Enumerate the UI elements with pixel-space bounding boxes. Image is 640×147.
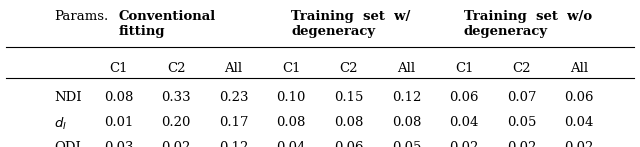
Text: 0.08: 0.08 — [104, 91, 133, 104]
Text: 0.08: 0.08 — [276, 116, 306, 129]
Text: C2: C2 — [340, 62, 358, 75]
Text: 0.02: 0.02 — [161, 141, 191, 147]
Text: 0.07: 0.07 — [507, 91, 536, 104]
Text: C1: C1 — [282, 62, 300, 75]
Text: C2: C2 — [513, 62, 531, 75]
Text: Training  set  w/o
degeneracy: Training set w/o degeneracy — [464, 10, 592, 38]
Text: 0.10: 0.10 — [276, 91, 306, 104]
Text: Params.: Params. — [54, 10, 109, 23]
Text: 0.02: 0.02 — [449, 141, 479, 147]
Text: 0.06: 0.06 — [564, 91, 594, 104]
Text: Training  set  w/
degeneracy: Training set w/ degeneracy — [291, 10, 411, 38]
Text: 0.05: 0.05 — [507, 116, 536, 129]
Text: 0.06: 0.06 — [449, 91, 479, 104]
Text: 0.02: 0.02 — [564, 141, 594, 147]
Text: 0.33: 0.33 — [161, 91, 191, 104]
Text: 0.23: 0.23 — [219, 91, 248, 104]
Text: 0.04: 0.04 — [449, 116, 479, 129]
Text: All: All — [225, 62, 243, 75]
Text: C1: C1 — [109, 62, 127, 75]
Text: 0.08: 0.08 — [334, 116, 364, 129]
Text: NDI: NDI — [54, 91, 82, 104]
Text: 0.15: 0.15 — [334, 91, 364, 104]
Text: Conventional
fitting: Conventional fitting — [118, 10, 216, 38]
Text: 0.17: 0.17 — [219, 116, 248, 129]
Text: C1: C1 — [455, 62, 473, 75]
Text: $d_I$: $d_I$ — [54, 116, 67, 132]
Text: All: All — [397, 62, 415, 75]
Text: 0.12: 0.12 — [392, 91, 421, 104]
Text: 0.02: 0.02 — [507, 141, 536, 147]
Text: 0.06: 0.06 — [334, 141, 364, 147]
Text: 0.04: 0.04 — [564, 116, 594, 129]
Text: 0.12: 0.12 — [219, 141, 248, 147]
Text: All: All — [570, 62, 588, 75]
Text: 0.05: 0.05 — [392, 141, 421, 147]
Text: ODI: ODI — [54, 141, 81, 147]
Text: C2: C2 — [167, 62, 185, 75]
Text: 0.01: 0.01 — [104, 116, 133, 129]
Text: 0.20: 0.20 — [161, 116, 191, 129]
Text: 0.04: 0.04 — [276, 141, 306, 147]
Text: 0.03: 0.03 — [104, 141, 133, 147]
Text: 0.08: 0.08 — [392, 116, 421, 129]
